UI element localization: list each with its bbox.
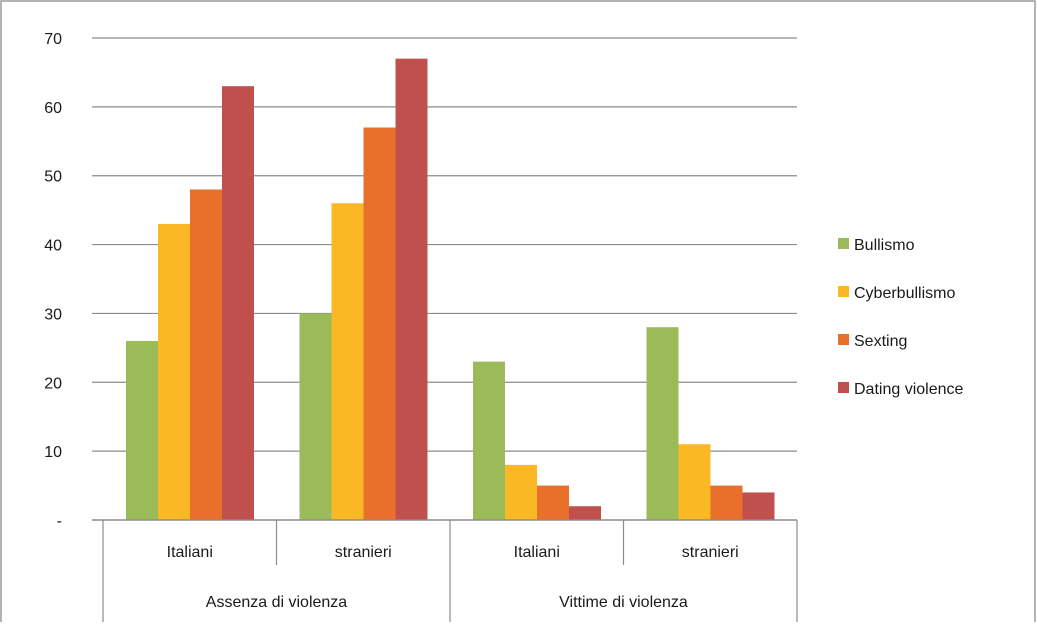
legend-swatch (838, 382, 849, 393)
bar (646, 327, 679, 520)
y-tick-label: 40 (44, 238, 62, 255)
bar (742, 492, 775, 520)
bar (537, 485, 569, 520)
bar (678, 444, 711, 520)
legend-swatch (838, 334, 849, 345)
group-label: Vittime di violenza (559, 594, 688, 611)
x-tick-label: stranieri (335, 544, 392, 561)
x-tick-label: Italiani (514, 544, 560, 561)
bar (158, 223, 190, 520)
legend-swatch (838, 238, 849, 249)
bar (710, 485, 743, 520)
y-tick-label: 60 (44, 100, 62, 117)
bar (395, 58, 428, 521)
axes: - 10 20 30 40 50 60 70 Italiani stranieri Italiani… (44, 31, 798, 622)
x-tick-label: Italiani (167, 544, 213, 561)
legend-label: Sexting (854, 333, 907, 350)
legend-label: Cyberbullismo (854, 285, 955, 302)
bar (569, 506, 601, 520)
bar (505, 464, 537, 520)
y-tick-label: - (57, 513, 62, 530)
y-tick-label: 50 (44, 169, 62, 186)
y-tick-label: 20 (44, 375, 62, 392)
legend-swatch (838, 286, 849, 297)
bar (222, 86, 254, 520)
x-tick-label: stranieri (682, 544, 739, 561)
bar (299, 313, 332, 520)
legend-label: Dating violence (854, 381, 964, 398)
bar (190, 189, 222, 520)
bar (331, 203, 364, 520)
legend-label: Bullismo (854, 237, 915, 254)
bar (363, 127, 396, 520)
bar (473, 361, 505, 520)
group-label: Assenza di violenza (206, 594, 348, 611)
y-tick-label: 30 (44, 306, 62, 323)
bars (126, 58, 775, 521)
bar (126, 340, 158, 520)
y-tick-label: 70 (44, 31, 62, 48)
legend: Bullismo Cyberbullismo Sexting Dating viole… (838, 237, 964, 398)
y-tick-label: 10 (44, 444, 62, 461)
